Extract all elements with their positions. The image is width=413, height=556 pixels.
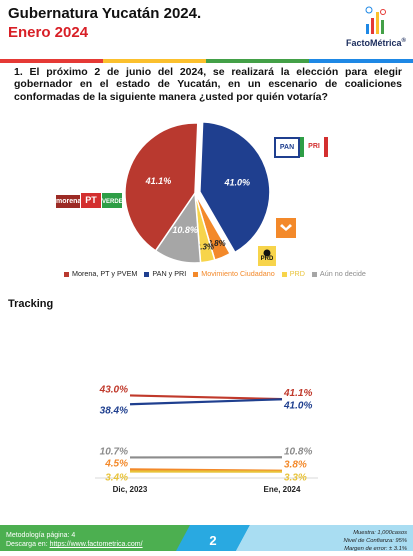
series-line — [130, 395, 282, 399]
download-label: Descarga en: — [6, 541, 50, 548]
color-rule-graphic — [0, 59, 413, 63]
series-data-label: 10.7% — [100, 446, 128, 457]
prd-badge: PRD — [258, 246, 276, 266]
pri-badge: PRI — [300, 137, 328, 157]
factometrica-logo: FactoMétrica® — [340, 4, 412, 50]
color-rule — [0, 50, 413, 54]
legend-item: Morena, PT y PVEM — [64, 269, 137, 278]
series-data-label: 3.3% — [284, 473, 307, 484]
series-data-label: 3.8% — [284, 460, 307, 471]
brand-name: FactoMétrica® — [340, 38, 412, 48]
pie-slice-label: 41.0% — [223, 178, 250, 188]
tracking-title: Tracking — [8, 298, 53, 310]
eagle-icon — [276, 218, 296, 238]
pt-badge: PT — [81, 193, 101, 208]
bar-chart-logo-icon — [340, 4, 412, 38]
report-subtitle: Enero 2024 — [8, 24, 88, 41]
series-data-label: 41.1% — [283, 388, 312, 399]
tracking-chart: 43.0% 41.1% 38.4% 41.0% 10.7% 10.8% 4.5% 3.8% 3.… — [0, 370, 413, 500]
series-data-label: 4.5% — [104, 458, 128, 469]
report-title: Gubernatura Yucatán 2024. — [8, 5, 201, 22]
pan-badge: PAN — [274, 137, 300, 158]
margin-of-error: Margen de error: ± 3.1% — [344, 545, 407, 553]
sample-info: Muestra: 1,000casos Nivel de Confianza: … — [344, 529, 407, 553]
morena-badge: morena — [56, 195, 80, 208]
series-data-label: 43.0% — [99, 384, 128, 395]
methodology-note: Metodología página: 4 — [6, 531, 143, 540]
download-line: Descarga en: https://www.factometrica.co… — [6, 540, 143, 549]
legend-item: PAN y PRI — [144, 269, 186, 278]
confidence-level: Nivel de Confianza: 95% — [344, 537, 407, 545]
legend-item: Movimiento Ciudadano — [193, 269, 275, 278]
survey-question: 1. El próximo 2 de junio del 2024, se re… — [14, 66, 402, 103]
download-link[interactable]: https://www.factometrica.com/ — [50, 541, 143, 548]
legend-item: PRD — [282, 269, 305, 278]
series-data-label: 10.8% — [284, 446, 312, 457]
series-data-label: 38.4% — [100, 405, 128, 416]
sun-icon — [258, 247, 276, 258]
page-number: 2 — [200, 533, 226, 548]
verde-badge: VERDE — [102, 193, 122, 208]
pie-slice-label: 41.1% — [145, 176, 172, 186]
footer-info: Metodología página: 4 Descarga en: https… — [6, 531, 143, 549]
sample-size: Muestra: 1,000casos — [344, 529, 407, 537]
pie-chart: 41.0%3.8%3.3%10.8%41.1% — [110, 118, 280, 268]
series-data-label: 41.0% — [283, 400, 312, 411]
x-tick-label: Ene, 2024 — [264, 485, 301, 494]
legend-item: Aún no decide — [312, 269, 366, 278]
x-tick-label: Dic, 2023 — [113, 485, 148, 494]
movimiento-ciudadano-badge — [276, 218, 296, 238]
pie-slice-label: 10.8% — [172, 225, 198, 235]
pie-legend: Morena, PT y PVEM PAN y PRI Movimiento C… — [64, 269, 384, 278]
series-data-label: 3.4% — [105, 472, 128, 483]
series-line — [130, 399, 282, 404]
